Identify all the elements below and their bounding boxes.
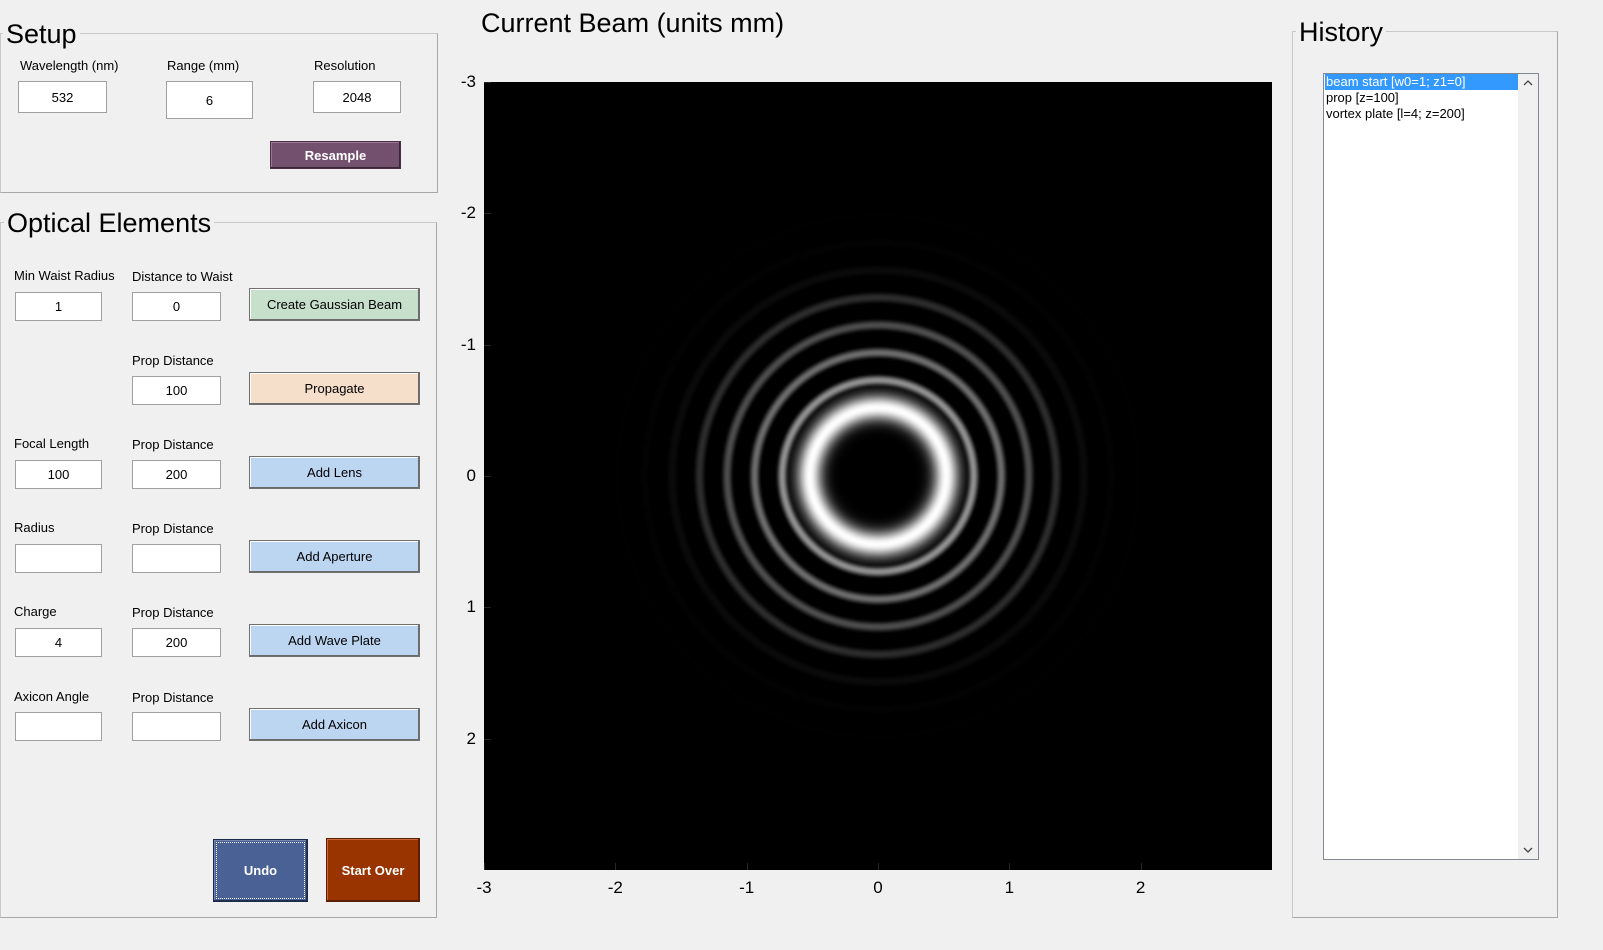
radius-input[interactable] (15, 544, 102, 573)
axicon-prop-distance-label: Prop Distance (132, 690, 214, 705)
add-wave-plate-button[interactable]: Add Wave Plate (249, 624, 420, 657)
setup-title: Setup (3, 19, 80, 49)
distance-to-waist-label: Distance to Waist (132, 269, 233, 284)
resolution-label: Resolution (314, 58, 376, 73)
x-tick-label: -3 (476, 878, 492, 897)
x-tick-label: 0 (873, 878, 883, 897)
x-tick-mark (484, 863, 485, 870)
y-tick-label: 2 (466, 728, 476, 748)
range-input[interactable] (166, 81, 253, 119)
y-tick-mark (484, 213, 491, 215)
y-tick-mark (484, 476, 491, 477)
aperture-prop-distance-label: Prop Distance (132, 521, 214, 536)
history-title: History (1296, 17, 1387, 47)
beam-image-plot[interactable] (484, 82, 1272, 870)
aperture-prop-distance-input[interactable] (132, 544, 221, 573)
wavelength-label: Wavelength (nm) (20, 58, 119, 73)
lens-prop-distance-label: Prop Distance (132, 437, 214, 452)
history-panel (1292, 31, 1558, 918)
x-tick-label: -1 (739, 878, 755, 897)
axicon-prop-distance-input[interactable] (132, 712, 221, 741)
history-item[interactable]: prop [z=100] (1326, 90, 1399, 105)
add-axicon-button[interactable]: Add Axicon (249, 708, 420, 741)
start-over-button[interactable]: Start Over (326, 838, 420, 902)
y-tick-label: 1 (466, 597, 476, 617)
create-gaussian-beam-button[interactable]: Create Gaussian Beam (249, 288, 420, 321)
axicon-angle-label: Axicon Angle (14, 689, 90, 704)
focal-length-input[interactable] (15, 460, 102, 489)
x-tick-mark (1009, 863, 1011, 870)
optical-elements-title: Optical Elements (4, 208, 215, 238)
focal-length-label: Focal Length (14, 436, 90, 451)
distance-to-waist-input[interactable] (132, 292, 221, 321)
resolution-input[interactable] (313, 81, 401, 113)
x-tick-label: 2 (1135, 878, 1146, 897)
y-tick-mark (484, 344, 491, 346)
resample-button[interactable]: Resample (270, 141, 401, 169)
x-tick-label: -2 (607, 878, 623, 897)
axicon-angle-input[interactable] (15, 712, 102, 741)
history-scrollbar[interactable] (1518, 74, 1538, 859)
setup-panel (0, 33, 438, 193)
history-item[interactable]: vortex plate [l=4; z=200] (1326, 106, 1465, 121)
charge-input[interactable] (15, 628, 102, 657)
radius-label: Radius (14, 520, 55, 535)
waveplate-prop-distance-label: Prop Distance (132, 605, 214, 620)
history-listbox[interactable]: beam start [w0=1; z1=0] prop [z=100] vor… (1323, 73, 1539, 860)
y-tick-label: 0 (466, 466, 476, 485)
propagate-prop-distance-label: Prop Distance (132, 353, 214, 368)
wavelength-input[interactable] (18, 81, 107, 113)
x-tick-mark (1140, 863, 1142, 870)
x-tick-mark (746, 863, 748, 870)
scroll-up-icon[interactable] (1518, 74, 1538, 92)
history-item[interactable]: beam start [w0=1; z1=0] (1325, 74, 1519, 90)
propagate-button[interactable]: Propagate (249, 372, 420, 405)
min-waist-radius-label: Min Waist Radius (14, 268, 115, 283)
x-tick-mark (878, 863, 879, 870)
x-tick-mark (615, 863, 617, 870)
waveplate-prop-distance-input[interactable] (132, 628, 221, 657)
beam-intensity-image (484, 82, 1272, 870)
scroll-down-icon[interactable] (1518, 841, 1538, 859)
y-tick-mark (484, 82, 491, 83)
optical-elements-panel (0, 222, 437, 918)
lens-prop-distance-input[interactable] (132, 460, 221, 489)
min-waist-radius-input[interactable] (15, 292, 102, 321)
y-tick-label: -2 (460, 203, 476, 223)
y-tick-label: -3 (460, 72, 476, 91)
y-tick-mark (484, 738, 491, 740)
undo-button[interactable]: Undo (213, 839, 308, 902)
add-aperture-button[interactable]: Add Aperture (249, 540, 420, 573)
x-tick-label: 1 (1004, 878, 1015, 897)
plot-title: Current Beam (units mm) (481, 8, 785, 38)
propagate-prop-distance-input[interactable] (132, 376, 221, 405)
range-label: Range (mm) (167, 58, 240, 73)
y-tick-mark (484, 607, 491, 609)
charge-label: Charge (14, 604, 57, 619)
add-lens-button[interactable]: Add Lens (249, 456, 420, 489)
y-tick-label: -1 (460, 334, 476, 354)
